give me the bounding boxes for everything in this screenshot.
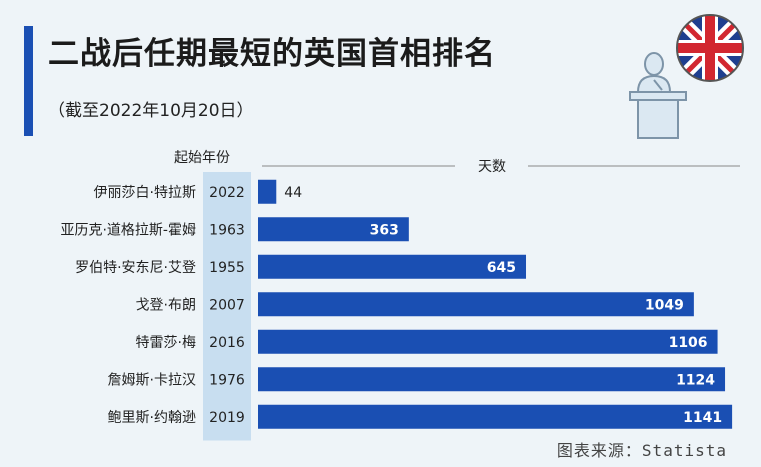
title-accent-bar xyxy=(24,26,33,136)
bar-value-label: 1106 xyxy=(669,335,708,351)
bar xyxy=(258,254,527,279)
podium-speaker-icon xyxy=(629,52,687,139)
start-year-label: 2016 xyxy=(209,335,245,351)
start-year-label: 2007 xyxy=(209,297,245,313)
category-label: 罗伯特·安东尼·艾登 xyxy=(75,260,196,276)
bar-value-label: 645 xyxy=(487,260,516,276)
chart-subtitle: （截至2022年10月20日） xyxy=(48,101,254,121)
source-note: 图表来源：Statista xyxy=(556,441,727,460)
category-label: 戈登·布朗 xyxy=(136,297,196,313)
bar-value-label: 1049 xyxy=(645,297,684,313)
start-year-label: 1955 xyxy=(209,260,245,276)
chart-title: 二战后任期最短的英国首相排名 xyxy=(48,36,496,72)
year-column-header: 起始年份 xyxy=(174,150,230,166)
category-label: 伊丽莎白·特拉斯 xyxy=(94,185,196,201)
category-label: 詹姆斯·卡拉汉 xyxy=(108,372,196,388)
bar-value-label: 1141 xyxy=(683,410,722,426)
bar xyxy=(258,292,694,317)
category-label: 鲍里斯·约翰逊 xyxy=(108,410,196,426)
bar-value-label: 363 xyxy=(370,222,399,238)
value-axis-header: 天数 xyxy=(478,159,506,175)
bar xyxy=(258,329,718,354)
category-label: 亚历克·道格拉斯-霍姆 xyxy=(60,222,196,238)
bar-value-label: 1124 xyxy=(676,372,715,388)
start-year-label: 2019 xyxy=(209,410,245,426)
illustration xyxy=(629,14,744,139)
start-year-label: 2022 xyxy=(209,185,245,201)
union-jack-flag-icon xyxy=(676,14,744,82)
bar xyxy=(258,367,726,392)
category-label: 特雷莎·梅 xyxy=(136,335,196,351)
bar xyxy=(258,179,277,204)
bar-value-label: 44 xyxy=(284,185,302,201)
start-year-label: 1963 xyxy=(209,222,245,238)
bar xyxy=(258,217,409,242)
year-column-background xyxy=(203,172,251,441)
bar xyxy=(258,404,733,429)
start-year-label: 1976 xyxy=(209,372,245,388)
